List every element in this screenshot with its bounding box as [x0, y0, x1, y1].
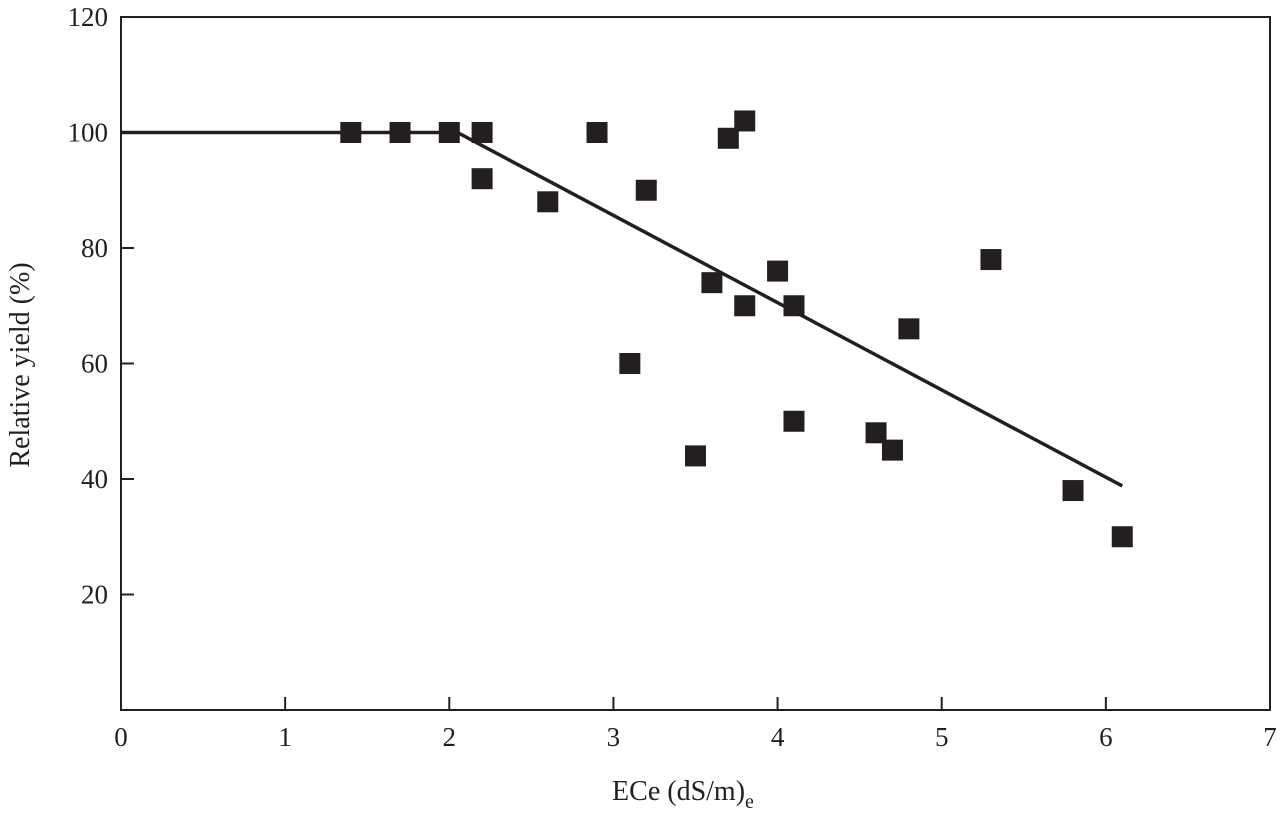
- data-point: [635, 179, 657, 201]
- data-point: [701, 272, 723, 294]
- data-point: [783, 295, 805, 317]
- fit-line: [121, 130, 1124, 488]
- data-point: [734, 110, 756, 132]
- x-axis-title: ECe (dS/m)e: [612, 776, 754, 813]
- y-tick-label: 40: [81, 464, 108, 494]
- data-point: [586, 122, 608, 143]
- plot-frame: [120, 16, 1271, 711]
- data-point: [980, 249, 1002, 271]
- x-tick-label: 2: [443, 722, 457, 752]
- data-point: [537, 191, 559, 213]
- y-tick-label: 60: [81, 349, 108, 379]
- data-point: [767, 260, 789, 282]
- y-tick-label: 20: [81, 580, 108, 610]
- y-tick-label: 120: [68, 2, 109, 32]
- x-tick-label: 0: [114, 722, 128, 752]
- data-point: [865, 422, 887, 444]
- data-point: [471, 122, 493, 143]
- data-point: [619, 353, 641, 374]
- x-axis-ticks: 0 1 2 3 4 5 6 7: [114, 697, 1277, 752]
- y-tick-label: 100: [68, 118, 109, 148]
- data-point: [438, 122, 460, 143]
- data-point: [389, 122, 411, 143]
- data-point: [783, 410, 805, 432]
- axes: [120, 16, 1271, 711]
- x-tick-label: 4: [771, 722, 785, 752]
- y-axis-ticks: 20 40 60 80 100 120: [68, 2, 134, 610]
- data-points: [340, 110, 1133, 548]
- data-point: [717, 127, 739, 149]
- x-tick-label: 7: [1263, 722, 1277, 752]
- y-tick-label: 80: [81, 233, 108, 263]
- x-tick-label: 5: [935, 722, 949, 752]
- data-point: [898, 318, 920, 340]
- x-tick-label: 6: [1099, 722, 1113, 752]
- x-axis-title-subscript: e: [745, 791, 754, 813]
- y-axis-title: Relative yield (%): [5, 262, 36, 467]
- data-point: [1111, 526, 1133, 548]
- x-tick-label: 1: [278, 722, 292, 752]
- data-point: [471, 168, 493, 190]
- data-point: [881, 439, 903, 461]
- x-tick-label: 3: [607, 722, 621, 752]
- data-point: [340, 122, 362, 143]
- data-point: [734, 295, 756, 317]
- data-point: [685, 445, 706, 467]
- fit-line-group: [121, 130, 1124, 488]
- data-point: [1062, 480, 1084, 502]
